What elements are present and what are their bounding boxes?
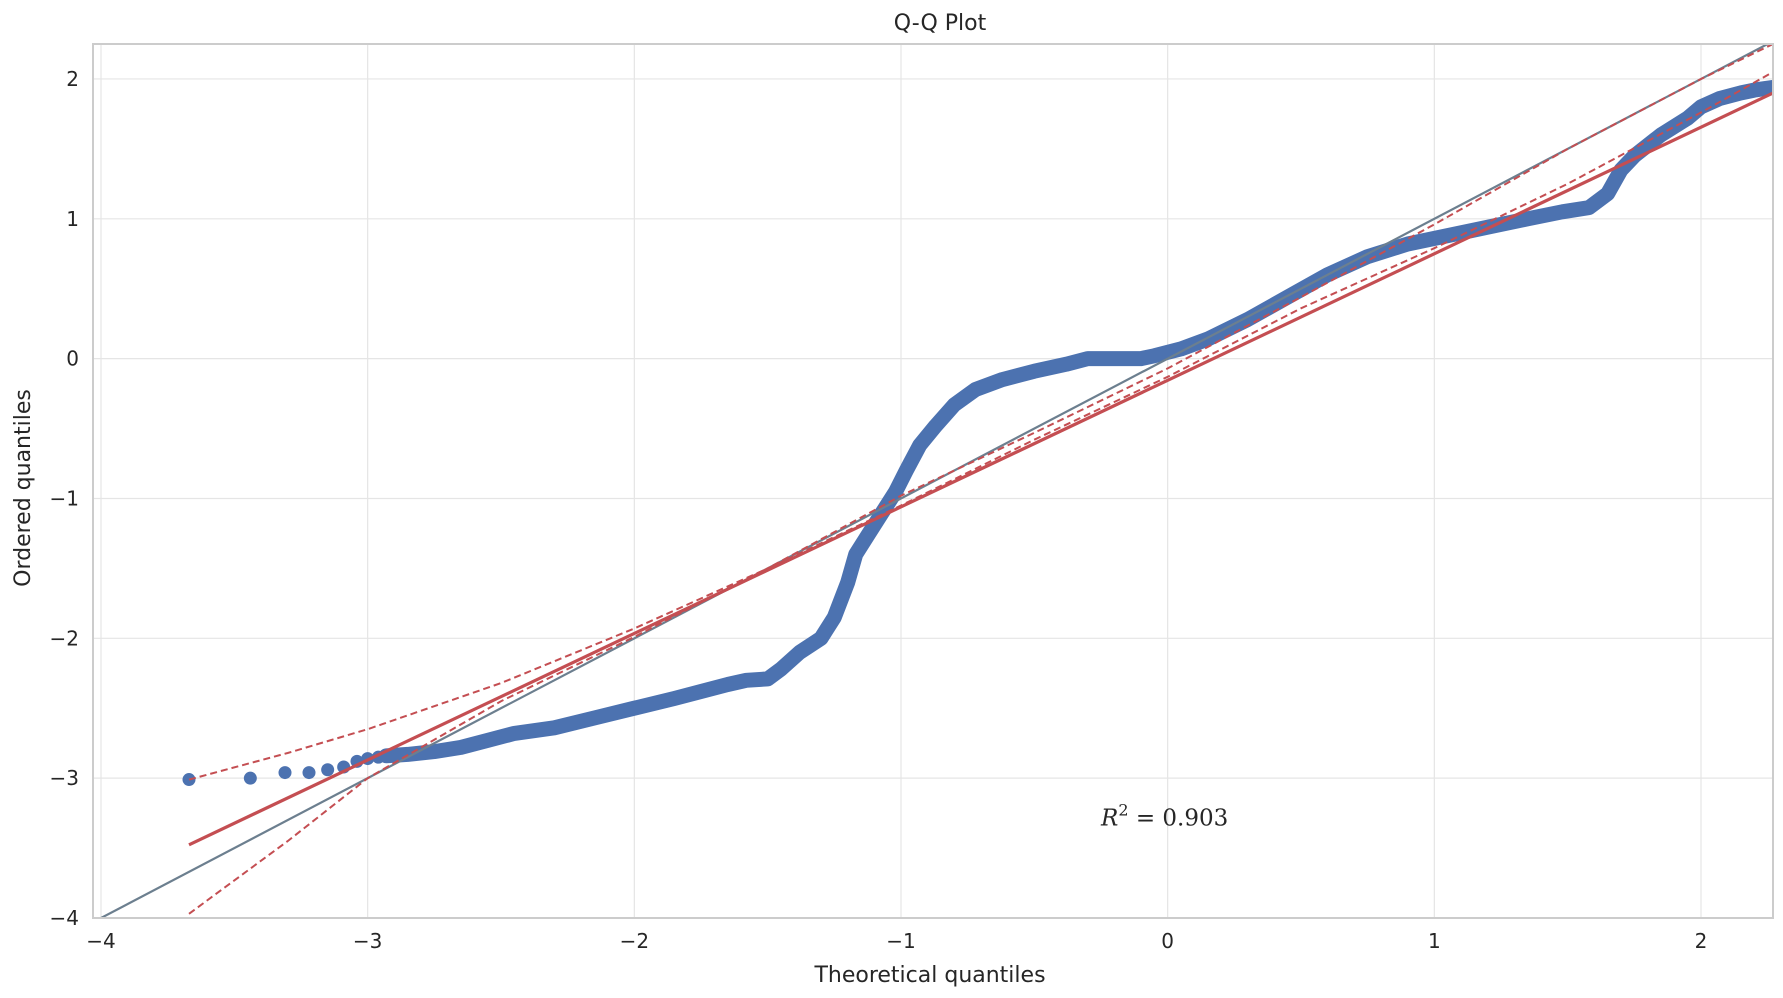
x-axis-label: Theoretical quantiles	[813, 963, 1045, 988]
y-tick-label: −4	[50, 906, 79, 930]
fit-line	[188, 91, 1773, 847]
data-curve	[378, 79, 1773, 764]
x-tick-label: −4	[86, 929, 115, 953]
data-point	[243, 771, 257, 785]
x-tick-label: −3	[353, 929, 382, 953]
confidence-band-upper	[188, 71, 1773, 781]
y-tick-label: 0	[66, 347, 79, 371]
y-tick-label: −3	[50, 766, 79, 790]
r-squared-annotation: R2 = 0.903	[1100, 801, 1228, 832]
x-tick-label: −2	[620, 929, 649, 953]
y-tick-label: −1	[50, 486, 79, 510]
chart-title: Q-Q Plot	[894, 11, 987, 36]
y-tick-label: 1	[66, 207, 79, 231]
y-tick-label: 2	[66, 67, 79, 91]
y-tick-label: −2	[50, 626, 79, 650]
data-point	[278, 766, 292, 780]
plot-content	[93, 44, 1773, 918]
plot-frame	[92, 43, 1774, 919]
plot-area	[92, 43, 1774, 919]
x-tick-label: 2	[1695, 929, 1708, 953]
x-tick-label: 0	[1161, 929, 1174, 953]
data-point	[321, 763, 335, 777]
x-tick-label: −1	[886, 929, 915, 953]
confidence-band-lower	[188, 44, 1773, 915]
x-tick-label: 1	[1428, 929, 1441, 953]
data-point	[302, 766, 316, 780]
y-axis-label: Ordered quantiles	[11, 389, 36, 587]
